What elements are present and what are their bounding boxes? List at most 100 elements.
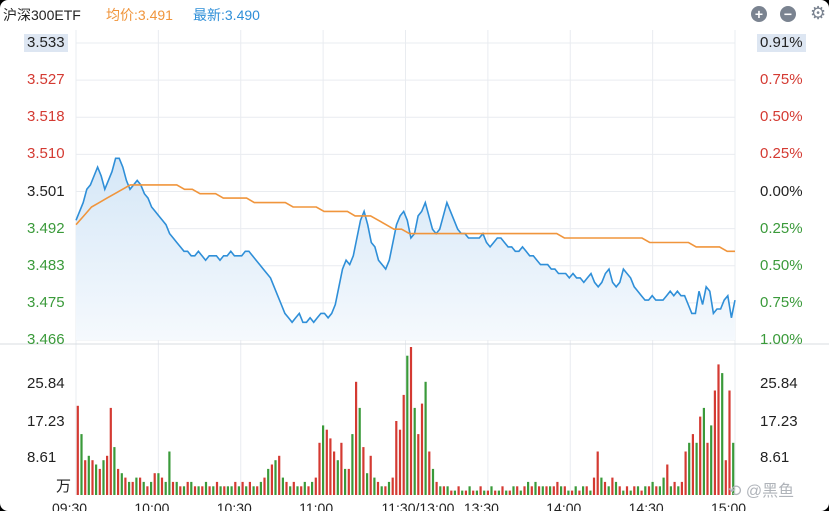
volume-bar xyxy=(215,481,219,495)
volume-bar xyxy=(366,473,369,495)
volume-bar xyxy=(241,481,244,495)
volume-bar xyxy=(647,486,651,495)
volume-bar xyxy=(435,481,438,495)
zoom-out-icon[interactable]: − xyxy=(780,6,796,22)
volume-bar xyxy=(684,451,687,495)
volume-bar xyxy=(556,481,559,495)
volume-bar xyxy=(574,486,577,495)
volume-bar xyxy=(453,490,456,495)
volume-bar xyxy=(578,490,581,495)
volume-bar xyxy=(117,468,120,495)
volume-bar xyxy=(603,481,607,495)
time-tick-label: 11:30/13:00 xyxy=(381,500,455,511)
volume-bar xyxy=(98,468,101,495)
volume-bar xyxy=(472,490,475,495)
volume-bar xyxy=(713,390,716,495)
volume-bar xyxy=(237,486,240,495)
price-tick-label: 3.466 xyxy=(27,331,65,348)
volume-bar xyxy=(732,442,735,495)
volume-bar xyxy=(387,481,391,495)
volume-bar xyxy=(651,481,654,495)
volume-bar xyxy=(710,425,713,495)
volume-bar xyxy=(695,442,698,495)
volume-bar xyxy=(516,486,519,495)
volume-bar xyxy=(259,481,262,495)
volume-bar xyxy=(402,394,405,495)
average-line xyxy=(75,184,735,253)
volume-bar xyxy=(289,486,292,495)
volume-bar xyxy=(109,407,112,495)
volume-bar xyxy=(131,481,134,495)
volume-bar xyxy=(212,486,215,495)
price-tick-label: 3.483 xyxy=(27,256,65,274)
volume-bar xyxy=(596,451,599,495)
volume-bar xyxy=(285,481,288,495)
volume-bar xyxy=(314,477,317,495)
price-tick-label: 3.475 xyxy=(27,293,65,311)
price-line xyxy=(75,157,736,324)
price-area xyxy=(76,158,735,340)
volume-bar xyxy=(527,481,530,495)
percent-tick-label: 1.00% xyxy=(760,331,803,348)
volume-bar xyxy=(508,490,511,495)
time-tick-label: 10:00 xyxy=(134,500,170,511)
volume-bar xyxy=(391,477,394,495)
volume-bar xyxy=(80,434,83,495)
volume-bar xyxy=(519,490,522,495)
volume-bar xyxy=(450,490,453,495)
volume-bar xyxy=(424,381,427,495)
volume-bar xyxy=(153,473,156,495)
volume-bar xyxy=(124,477,127,495)
time-tick-label: 09:30 xyxy=(52,500,88,511)
volume-bar xyxy=(611,477,614,495)
chart-header: 沪深300ETF 均价:3.491 最新:3.490 + − ⚙ xyxy=(0,0,829,30)
volume-bar xyxy=(376,481,380,495)
volume-bar xyxy=(142,481,145,495)
volume-bar xyxy=(622,490,625,495)
volume-bar xyxy=(563,486,566,495)
zoom-in-icon[interactable]: + xyxy=(751,6,767,22)
volume-bar xyxy=(208,486,211,495)
volume-bar xyxy=(303,481,306,495)
volume-bar xyxy=(552,486,555,495)
volume-bar xyxy=(219,486,222,495)
volume-bar xyxy=(278,455,281,495)
volume-bar xyxy=(505,490,508,495)
percent-tick-label: 0.50% xyxy=(760,108,803,126)
volume-bar xyxy=(139,477,142,495)
volume-bar xyxy=(267,468,270,495)
volume-tick-label-right: 8.61 xyxy=(760,449,790,466)
volume-bar xyxy=(292,481,295,495)
volume-bar xyxy=(600,477,603,495)
volume-bar xyxy=(362,447,365,495)
volume-bar xyxy=(201,486,204,495)
percent-tick-label: 0.75% xyxy=(760,293,803,311)
volume-bar xyxy=(691,434,694,495)
volume-bar xyxy=(483,490,486,495)
volume-bar xyxy=(534,481,537,495)
volume-bar xyxy=(560,486,563,495)
percent-tick-label: 0.25% xyxy=(760,145,803,163)
volume-bar xyxy=(592,477,596,495)
volume-bar xyxy=(706,442,709,495)
volume-bar xyxy=(175,481,178,495)
volume-bar xyxy=(669,486,672,495)
volume-bar xyxy=(717,364,720,495)
gear-icon[interactable]: ⚙ xyxy=(810,3,827,23)
average-price-label: 均价:3.491 xyxy=(106,7,173,23)
volume-bar xyxy=(490,486,493,495)
time-tick-label: 14:30 xyxy=(628,500,664,511)
volume-bar xyxy=(431,468,435,495)
volume-bar xyxy=(468,486,471,495)
price-tick-label: 3.527 xyxy=(27,71,65,89)
volume-bar xyxy=(461,490,464,495)
volume-bar xyxy=(186,481,189,495)
volume-bar xyxy=(318,442,321,495)
volume-bar xyxy=(329,438,332,495)
volume-bar xyxy=(358,407,361,495)
volume-bar xyxy=(479,486,482,495)
time-tick-label: 15:00 xyxy=(711,500,747,511)
volume-bar xyxy=(728,390,731,495)
percent-tick-label: 0.25% xyxy=(760,219,803,237)
price-tick-label: 3.533 xyxy=(24,34,68,52)
